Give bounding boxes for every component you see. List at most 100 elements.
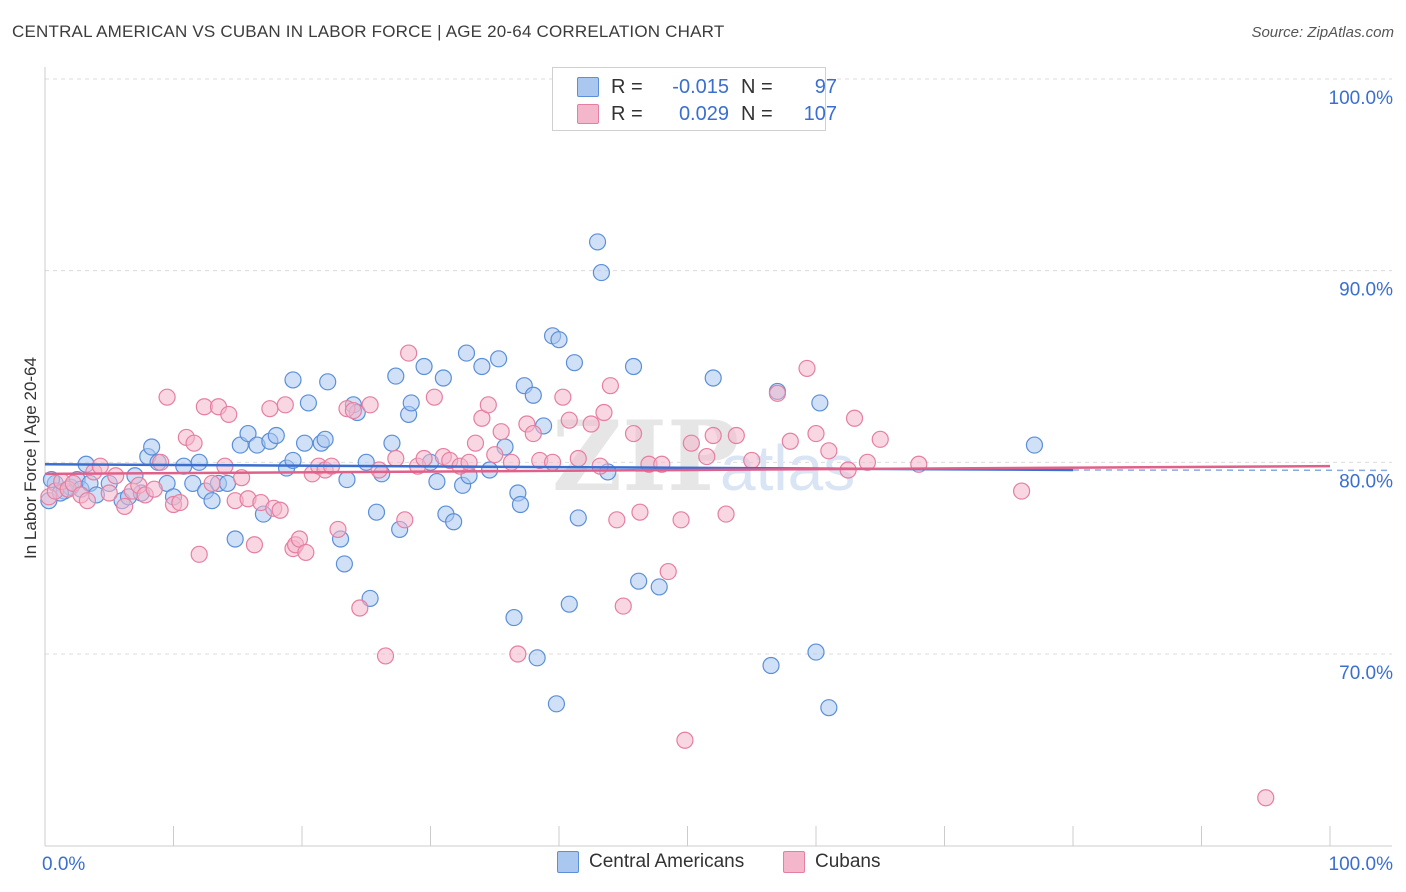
data-point [592,263,611,282]
legend-swatch-pink [577,104,599,124]
data-point [743,451,761,470]
data-point [185,434,203,452]
central-americans-points [40,233,1044,717]
data-point [145,480,163,498]
data-point [316,430,334,448]
data-point [676,731,694,749]
axes [44,67,1392,847]
data-point [554,388,572,406]
data-point [203,492,221,510]
data-point [871,430,889,448]
data-point [550,331,568,349]
data-point [614,597,632,615]
data-point [245,536,264,554]
data-point [807,424,825,443]
y-tick-label: 90.0% [1339,280,1393,301]
bottom-legend-central-americans: Central Americans [557,851,744,873]
data-point [486,446,504,464]
data-point [295,434,314,452]
data-point [569,449,587,468]
data-point [565,354,584,372]
data-point [361,396,379,414]
data-point [387,449,405,468]
data-point [344,401,362,420]
legend-n-label: N = [741,102,773,125]
data-point [659,562,677,581]
legend-r-value: -0.015 [672,75,729,98]
data-point [781,432,799,450]
data-point [276,396,294,414]
data-point [811,394,829,412]
data-point [116,497,134,516]
legend-swatch-blue [557,851,579,873]
data-point [284,371,302,389]
data-point [473,357,491,376]
data-point [505,608,523,627]
data-point [858,453,877,471]
legend-n-value: 107 [803,102,837,125]
data-point [396,511,414,529]
data-point [400,344,418,362]
data-point [624,357,643,376]
data-point [682,434,700,452]
legend-label: Central Americans [589,851,745,872]
data-point [569,509,587,527]
data-point [528,649,546,667]
data-point [845,409,864,427]
data-point [152,453,170,471]
data-point [717,505,735,523]
data-point [434,369,452,387]
data-point [492,423,510,441]
data-point [479,396,497,414]
data-point [261,400,279,418]
data-point [807,643,825,661]
y-tick-label: 80.0% [1339,471,1393,492]
data-point [1257,789,1275,807]
tick-labels: 70.0% 80.0% 90.0% 100.0% 0.0% 100.0% [42,88,1393,875]
data-point [190,453,208,471]
data-point [466,434,485,452]
data-point [630,572,648,590]
data-point [78,492,97,510]
data-point [698,447,716,466]
trend-lines [44,463,1393,476]
y-tick-label: 70.0% [1339,663,1393,684]
data-point [107,467,125,485]
data-point [220,405,238,424]
data-point [460,453,478,471]
data-point [509,645,527,663]
data-point [370,461,388,479]
grid-lines [45,78,1392,655]
legend-row-central-americans: R = -0.015 N = 97 [577,75,837,99]
data-point [203,474,221,493]
data-point [425,388,443,406]
data-point [762,656,780,675]
data-point [524,386,542,404]
data-point [351,599,369,617]
data-point [560,411,578,429]
data-point [588,233,607,251]
data-point [367,503,386,521]
legend-r-label: R = [611,102,643,125]
data-point [190,545,208,563]
data-point [428,472,446,491]
data-point [329,520,347,539]
y-tick-label: 100.0% [1329,88,1394,109]
legend-swatch-pink [783,851,805,873]
stats-legend: R = -0.015 N = 97 R = 0.029 N = 107 [552,67,837,131]
data-point [338,470,356,489]
data-point [415,449,433,468]
data-point [271,501,289,519]
data-point [297,543,315,562]
data-point [490,350,508,368]
data-point [547,695,566,713]
data-point [226,530,244,548]
data-point [560,595,578,613]
data-point [335,555,354,573]
legend-row-cubans: R = 0.029 N = 107 [577,102,837,126]
x-tick-label: 100.0% [1329,854,1394,875]
data-point [608,511,626,529]
data-point [267,426,285,445]
x-tick-label: 0.0% [42,854,85,875]
legend-n-value: 97 [814,75,837,98]
